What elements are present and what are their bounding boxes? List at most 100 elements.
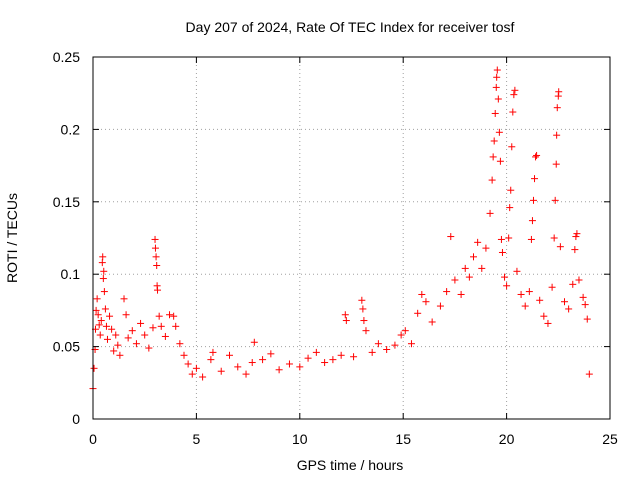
data-point-marker [110, 347, 118, 355]
data-point-marker [536, 296, 544, 304]
data-point-marker [312, 348, 320, 356]
x-tick-label: 15 [395, 431, 411, 447]
data-point-marker [573, 230, 581, 238]
data-point-marker [528, 217, 536, 225]
y-tick-label: 0.25 [53, 49, 80, 65]
data-point-marker [170, 312, 178, 320]
data-point-marker [383, 345, 391, 353]
x-tick-label: 5 [193, 431, 201, 447]
data-point-marker [199, 373, 207, 381]
data-point-marker [509, 108, 517, 116]
data-point-marker [161, 332, 169, 340]
data-point-marker [341, 311, 349, 319]
data-point-marker [494, 95, 502, 103]
data-point-marker [531, 175, 539, 183]
x-tick-label: 25 [602, 431, 618, 447]
data-point-marker [414, 309, 422, 317]
data-point-marker [510, 91, 518, 99]
data-point-marker [122, 311, 130, 319]
data-point-marker [418, 290, 426, 298]
data-point-marker [478, 264, 486, 272]
data-point-marker [217, 367, 225, 375]
y-axis-label: ROTI / TECUs [4, 193, 20, 283]
data-point-marker [561, 298, 569, 306]
x-tick-label: 20 [499, 431, 515, 447]
data-point-marker [155, 312, 163, 320]
data-point-marker [551, 196, 559, 204]
data-point-marker [397, 331, 405, 339]
data-point-marker [457, 290, 465, 298]
data-point-marker [374, 340, 382, 348]
data-point-marker [90, 364, 98, 372]
data-point-marker [498, 248, 506, 256]
data-point-marker [493, 73, 501, 81]
data-point-marker [93, 295, 101, 303]
data-point-marker [581, 301, 589, 309]
data-point-marker [540, 312, 548, 320]
data-point-marker [141, 331, 149, 339]
data-point-marker [533, 151, 541, 159]
data-point-marker [100, 288, 108, 296]
data-point-marker [572, 233, 580, 241]
data-point-marker [192, 364, 200, 372]
tick-layer: 0 5 10 15 20 25 0 0.05 0.1 0.15 0.2 0.25 [53, 49, 618, 447]
data-point-marker [342, 317, 350, 325]
data-point-marker [493, 66, 501, 74]
data-point-marker [391, 341, 399, 349]
data-layer [89, 66, 593, 393]
data-point-marker [368, 348, 376, 356]
data-point-marker [496, 157, 504, 165]
data-point-marker [436, 302, 444, 310]
data-point-marker [96, 331, 104, 339]
data-point-marker [501, 273, 509, 281]
data-point-marker [101, 305, 109, 313]
data-point-marker [521, 302, 529, 310]
data-point-marker [529, 196, 537, 204]
data-point-marker [579, 293, 587, 301]
data-point-marker [492, 83, 500, 91]
data-point-marker [470, 253, 478, 261]
data-point-marker [128, 327, 136, 335]
data-point-marker [474, 238, 482, 246]
data-point-marker [102, 322, 110, 330]
data-point-marker [422, 298, 430, 306]
data-point-marker [157, 322, 165, 330]
data-point-marker [207, 356, 215, 364]
data-point-marker [544, 319, 552, 327]
data-point-marker [497, 235, 505, 243]
data-point-marker [103, 335, 111, 343]
data-point-marker [506, 204, 514, 212]
chart-title: Day 207 of 2024, Rate Of TEC Index for r… [186, 19, 515, 35]
data-point-marker [114, 341, 122, 349]
data-point-marker [527, 235, 535, 243]
data-point-marker [176, 340, 184, 348]
data-point-marker [304, 354, 312, 362]
data-point-marker [106, 312, 114, 320]
data-point-marker [532, 153, 540, 161]
data-point-marker [94, 311, 102, 319]
data-point-marker [151, 235, 159, 243]
data-point-marker [242, 370, 250, 378]
data-point-marker [145, 344, 153, 352]
data-point-marker [517, 290, 525, 298]
data-point-marker [153, 262, 161, 270]
data-point-marker [329, 356, 337, 364]
data-point-marker [259, 356, 267, 364]
data-point-marker [184, 360, 192, 368]
data-point-marker [166, 311, 174, 319]
data-point-marker [151, 244, 159, 252]
data-point-marker [488, 176, 496, 184]
x-tick-label: 0 [89, 431, 97, 447]
data-point-marker [428, 318, 436, 326]
y-tick-label: 0.15 [53, 194, 80, 210]
data-point-marker [465, 273, 473, 281]
data-point-marker [248, 359, 256, 367]
data-point-marker [486, 209, 494, 217]
data-point-marker [555, 88, 563, 96]
data-point-marker [513, 267, 521, 275]
data-point-marker [571, 246, 579, 254]
data-point-marker [120, 295, 128, 303]
data-point-marker [350, 353, 358, 361]
data-point-marker [503, 282, 511, 290]
y-tick-label: 0.05 [53, 339, 80, 355]
